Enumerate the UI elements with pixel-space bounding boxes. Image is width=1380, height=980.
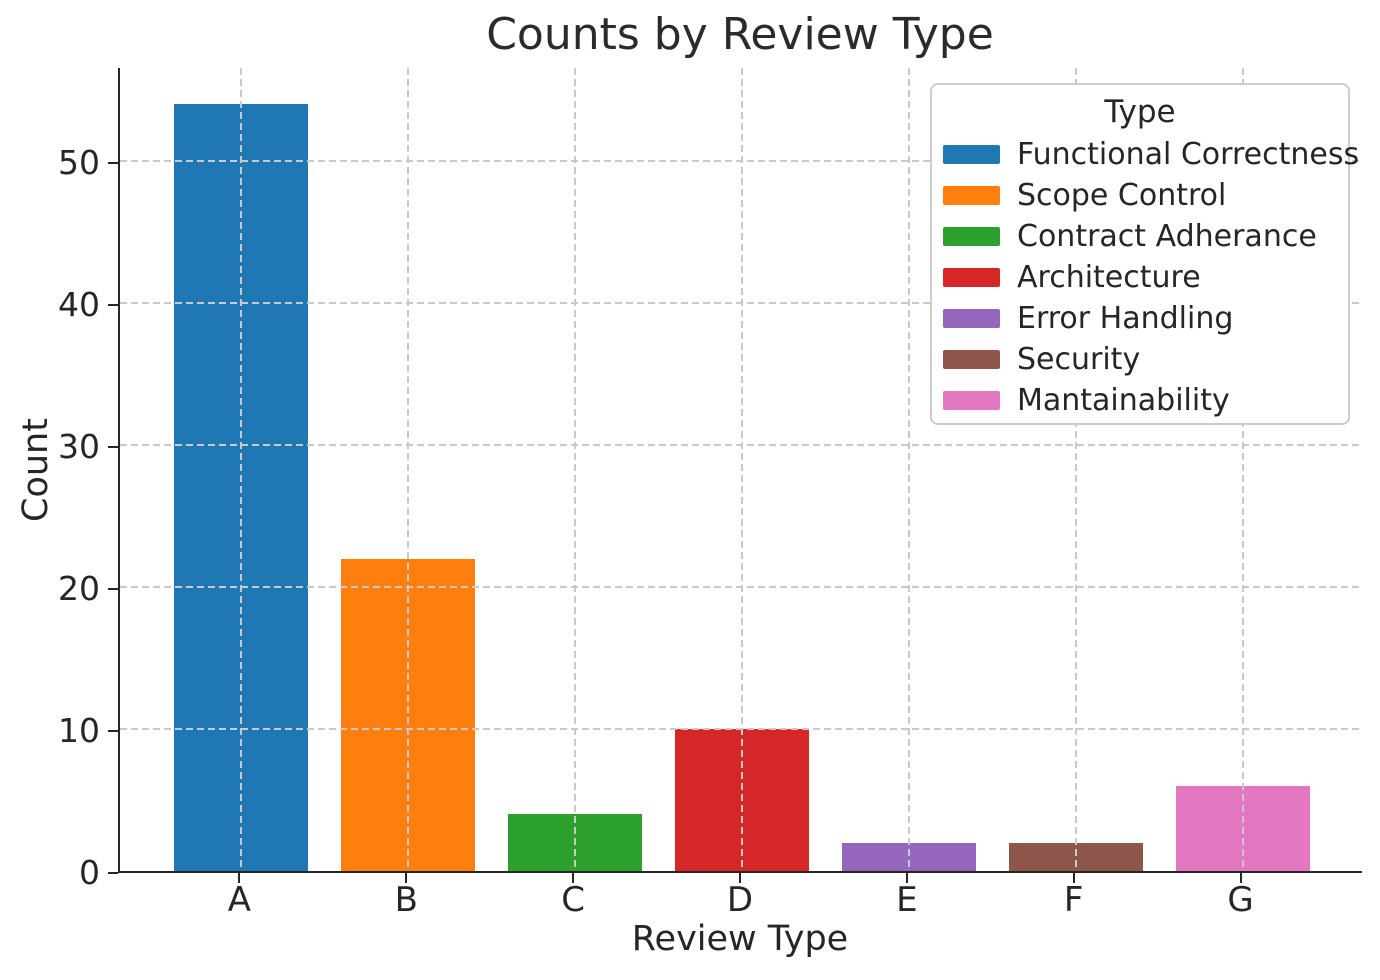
legend: Type Functional Correctness Scope Control… bbox=[930, 83, 1359, 425]
gridline-x-C bbox=[574, 68, 577, 871]
bar-A bbox=[174, 104, 309, 871]
legend-row-5: Error Handling bbox=[932, 298, 1348, 339]
y-tick-mark-50 bbox=[108, 162, 118, 165]
x-tick-label-C: C bbox=[561, 880, 586, 920]
legend-swatch-icon bbox=[943, 309, 1000, 328]
legend-row-1: Functional Correctness bbox=[932, 134, 1359, 175]
bar-B bbox=[341, 558, 476, 871]
y-tick-label-30: 30 bbox=[58, 427, 100, 467]
x-tick-label-D: D bbox=[726, 880, 754, 920]
y-tick-mark-30 bbox=[108, 446, 118, 449]
x-tick-label-A: A bbox=[227, 880, 252, 920]
legend-row-2: Scope Control bbox=[932, 175, 1348, 216]
legend-label: Security bbox=[1017, 342, 1141, 377]
legend-label: Architecture bbox=[1017, 260, 1201, 295]
x-axis-label: Review Type bbox=[631, 919, 849, 959]
bar-C bbox=[508, 814, 643, 871]
y-tick-label-10: 10 bbox=[58, 711, 100, 751]
legend-swatch-icon bbox=[943, 350, 1000, 369]
x-tick-mark-E bbox=[905, 873, 908, 883]
y-tick-label-50: 50 bbox=[58, 143, 100, 183]
y-tick-label-40: 40 bbox=[58, 285, 100, 325]
bar-D bbox=[675, 729, 809, 871]
y-tick-mark-10 bbox=[108, 730, 118, 733]
legend-row-6: Security bbox=[932, 339, 1348, 380]
legend-swatch-icon bbox=[943, 145, 1000, 164]
bar-G bbox=[1175, 785, 1310, 871]
y-tick-mark-0 bbox=[108, 872, 118, 874]
y-tick-label-20: 20 bbox=[58, 569, 100, 609]
x-tick-label-F: F bbox=[1063, 880, 1084, 920]
y-tick-mark-20 bbox=[108, 588, 118, 591]
x-tick-mark-F bbox=[1072, 873, 1075, 883]
legend-swatch-icon bbox=[943, 186, 1000, 205]
x-tick-label-G: G bbox=[1227, 880, 1254, 920]
legend-label: Contract Adherance bbox=[1017, 219, 1317, 254]
bar-E bbox=[841, 842, 976, 871]
x-tick-mark-D bbox=[739, 873, 741, 883]
legend-label: Scope Control bbox=[1017, 178, 1227, 213]
y-tick-mark-40 bbox=[108, 304, 118, 307]
x-tick-label-B: B bbox=[394, 880, 418, 920]
legend-title: Type bbox=[1104, 94, 1176, 130]
x-tick-mark-C bbox=[572, 873, 575, 883]
gridline-x-E bbox=[907, 68, 910, 871]
x-tick-mark-G bbox=[1239, 873, 1242, 883]
x-tick-mark-A bbox=[238, 873, 241, 883]
legend-swatch-icon bbox=[943, 227, 1000, 246]
y-tick-label-0: 0 bbox=[79, 853, 100, 892]
legend-swatch-icon bbox=[943, 268, 1000, 287]
legend-label: Mantainability bbox=[1017, 383, 1230, 418]
legend-entries: Functional Correctness Scope Control Contr… bbox=[932, 134, 1359, 421]
legend-label: Error Handling bbox=[1017, 301, 1234, 336]
chart-title: Counts by Review Type bbox=[486, 9, 994, 60]
bar-F bbox=[1008, 842, 1143, 871]
legend-label: Functional Correctness bbox=[1017, 137, 1360, 172]
x-tick-mark-B bbox=[405, 873, 408, 883]
legend-row-3: Contract Adherance bbox=[932, 216, 1348, 257]
legend-row-4: Architecture bbox=[932, 257, 1348, 298]
legend-row-7: Mantainability bbox=[932, 380, 1348, 421]
x-tick-label-E: E bbox=[896, 880, 918, 920]
legend-swatch-icon bbox=[943, 391, 1000, 410]
